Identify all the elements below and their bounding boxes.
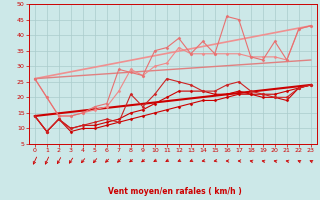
Text: Vent moyen/en rafales ( km/h ): Vent moyen/en rafales ( km/h ): [108, 187, 241, 196]
